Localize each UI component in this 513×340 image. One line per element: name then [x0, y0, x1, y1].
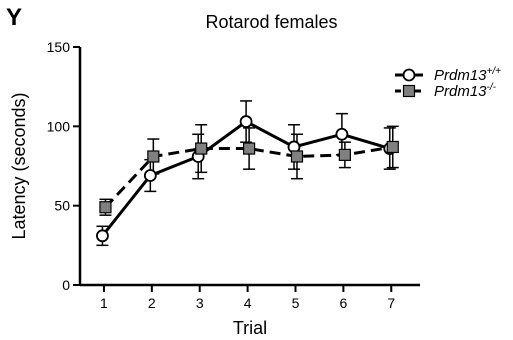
x-tick-label: 3	[196, 295, 204, 311]
data-point-s2	[243, 142, 256, 155]
y-axis-title: Latency (seconds)	[9, 92, 29, 239]
legend-label-2: Prdm13-/-	[434, 82, 497, 100]
legend-label-superscript: +/+	[487, 66, 502, 77]
legend-marker-1	[402, 68, 416, 82]
legend-label-superscript: -/-	[487, 82, 497, 93]
data-point-s2	[195, 142, 208, 155]
x-tick-label: 7	[387, 295, 395, 311]
x-tick-label: 5	[292, 295, 300, 311]
data-point-s1	[143, 169, 157, 182]
y-tick-label: 150	[47, 39, 71, 55]
data-point-s1	[96, 229, 109, 243]
y-tick-label: 0	[62, 277, 70, 293]
panel-label: Y	[6, 4, 23, 31]
y-tick-label: 100	[47, 118, 71, 134]
legend-marker-2	[402, 84, 416, 98]
data-point-s1	[239, 115, 253, 128]
data-point-s2	[338, 148, 351, 161]
legend-label-base: Prdm13	[434, 67, 487, 84]
data-point-s2	[99, 201, 112, 214]
chart-title: Rotarod females	[205, 12, 338, 32]
legend-label-1: Prdm13+/+	[434, 66, 501, 84]
axes: 0 50 100 150 1 2 3 4 5 6 7 Trial Latency (seconds)	[9, 39, 420, 338]
legend-label-base: Prdm13	[434, 83, 487, 100]
data-point-s2	[290, 150, 304, 163]
series-markers	[96, 115, 399, 243]
x-tick-label: 1	[100, 295, 108, 311]
x-tick-label: 4	[244, 295, 252, 311]
legend: Prdm13+/+Prdm13-/-	[395, 66, 501, 100]
data-point-s1	[335, 127, 349, 141]
data-point-s2	[147, 150, 160, 163]
x-tick-label: 2	[148, 295, 156, 311]
x-tick-label: 6	[339, 295, 347, 311]
data-point-s2	[386, 140, 399, 154]
x-axis-title: Trial	[233, 318, 267, 338]
y-tick-label: 50	[54, 198, 70, 214]
